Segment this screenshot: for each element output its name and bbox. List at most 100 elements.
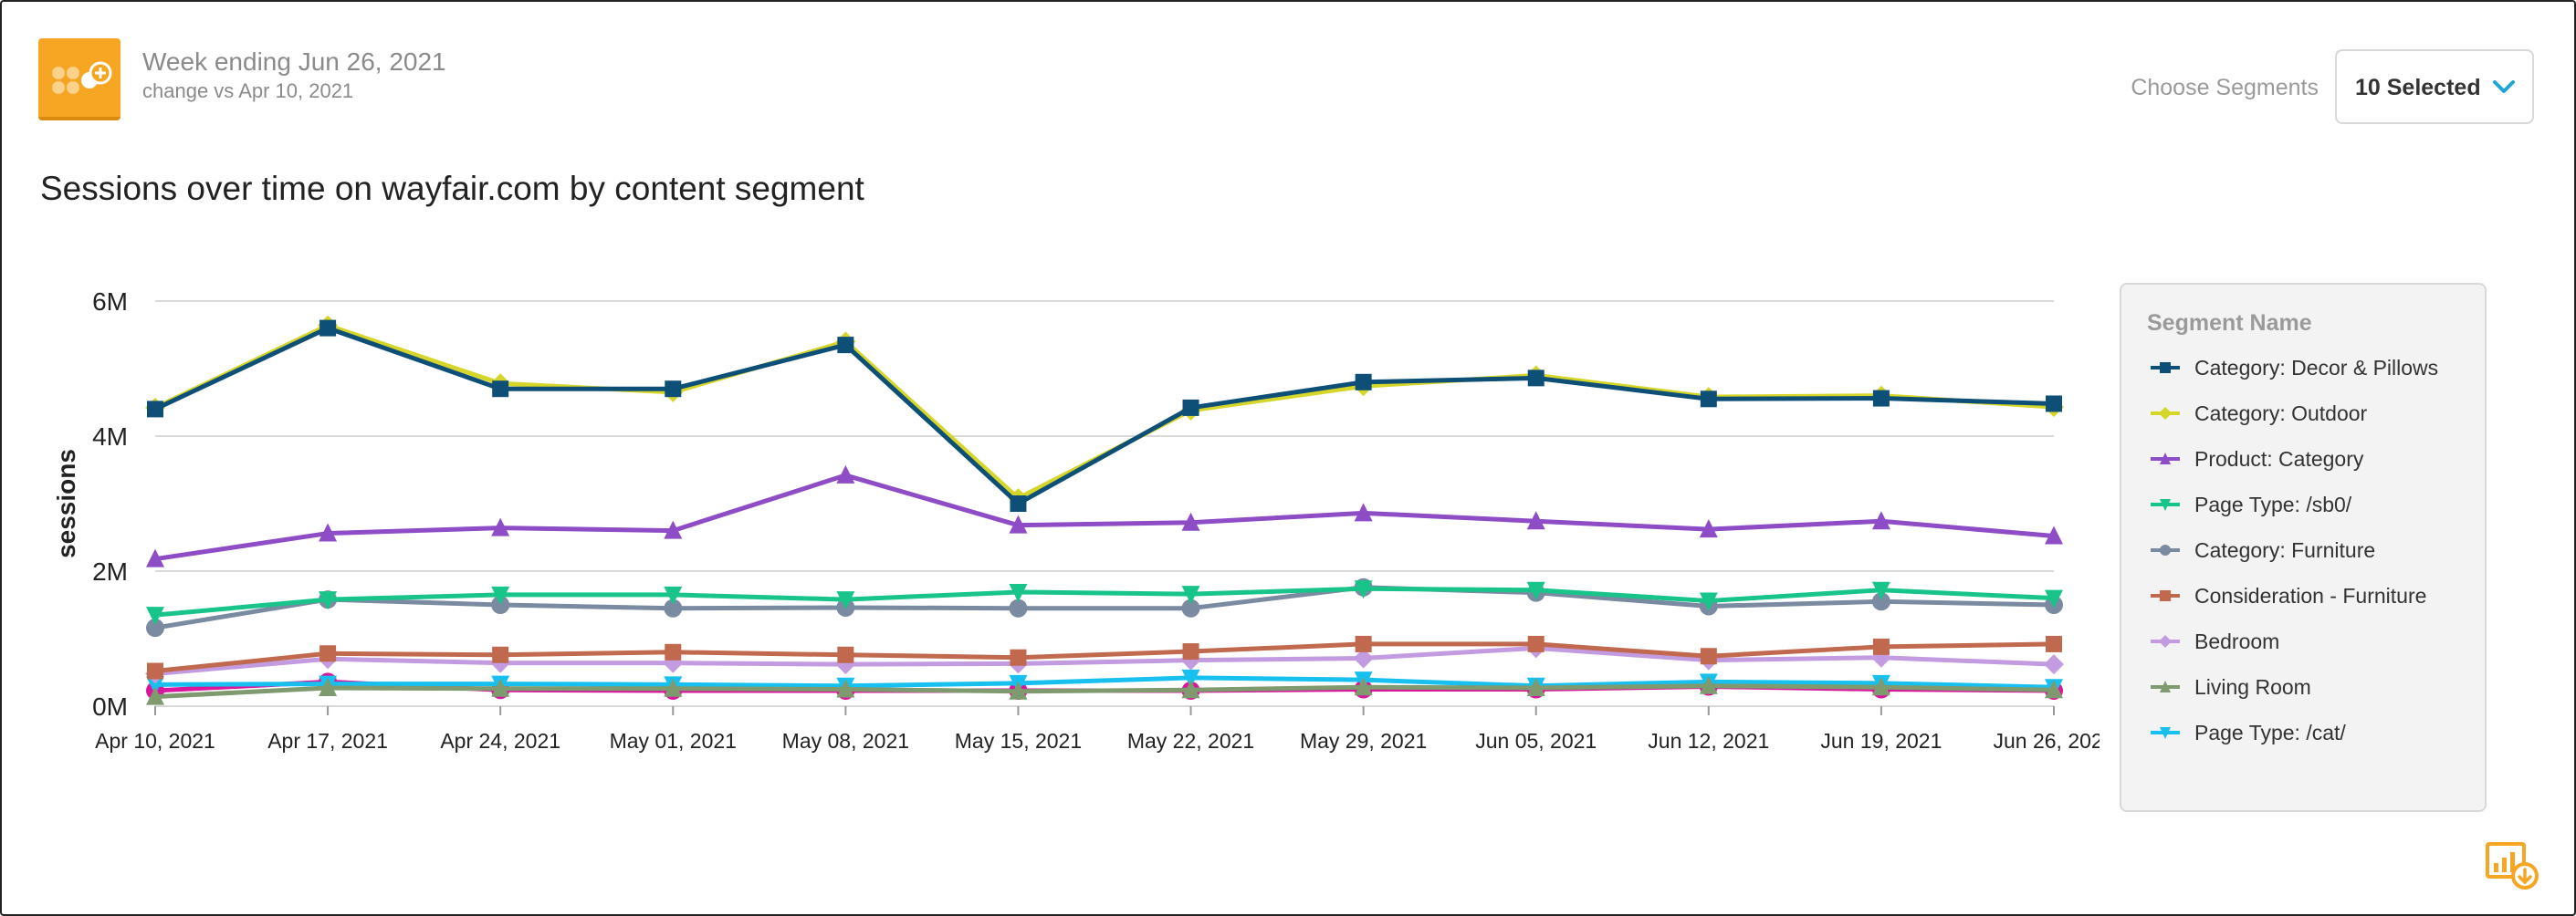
data-point	[146, 548, 164, 567]
data-point	[1181, 586, 1200, 605]
segments-dropdown-value: 10 Selected	[2355, 75, 2481, 100]
data-point	[836, 464, 855, 484]
data-point	[146, 686, 164, 705]
legend-item-label: Page Type: /cat/	[2194, 720, 2346, 744]
series-line	[152, 683, 2057, 700]
data-point	[1182, 643, 1199, 661]
data-point	[1354, 503, 1373, 522]
legend-item[interactable]: Category: Furniture	[2149, 535, 2375, 566]
legend-item-label: Category: Outdoor	[2194, 401, 2368, 425]
data-point	[1182, 399, 1199, 416]
legend-swatch-marker	[2160, 362, 2171, 373]
x-tick-label: Apr 17, 2021	[267, 729, 388, 753]
data-point	[664, 599, 683, 618]
data-point	[1009, 681, 1028, 700]
y-axis-label: sessions	[52, 449, 80, 558]
x-tick-label: Jun 26, 2021	[1993, 729, 2100, 753]
data-point	[1872, 390, 1890, 407]
data-point	[491, 678, 510, 697]
data-point	[492, 646, 509, 663]
legend-item-label: Consideration - Furniture	[2194, 583, 2427, 608]
data-point	[1527, 370, 1545, 387]
data-point	[2045, 680, 2063, 699]
legend-swatch-icon	[2151, 362, 2180, 373]
data-point	[2046, 635, 2062, 652]
data-point	[319, 678, 338, 697]
week-ending-title: Week ending Jun 26, 2021	[142, 47, 446, 76]
data-point	[319, 591, 338, 610]
data-point	[1009, 599, 1028, 618]
y-tick-label: 0M	[92, 692, 128, 721]
chart-export-icon[interactable]	[2485, 841, 2539, 890]
data-point	[146, 676, 164, 695]
y-tick-label: 2M	[92, 557, 128, 586]
data-point	[1009, 515, 1028, 534]
data-point	[1699, 592, 1718, 611]
data-point	[665, 380, 682, 398]
legend-item[interactable]: Bedroom	[2149, 626, 2279, 657]
data-point	[664, 520, 683, 539]
series-line	[152, 585, 2057, 630]
data-point	[1354, 580, 1373, 599]
series-3	[146, 580, 2063, 626]
series-1	[145, 315, 2064, 509]
x-tick-label: Jun 19, 2021	[1820, 729, 1942, 753]
legend-item-label: Page Type: /sb0/	[2194, 492, 2352, 516]
data-point	[1871, 581, 1890, 600]
series-4	[146, 578, 2063, 638]
data-point	[837, 646, 854, 663]
legend-swatch-marker	[2160, 727, 2171, 739]
segments-dropdown[interactable]: 10 Selected	[2335, 49, 2534, 124]
series-2	[146, 464, 2063, 567]
data-point	[1699, 519, 1718, 538]
legend-item[interactable]: Product: Category	[2149, 443, 2363, 474]
line-chart: 0M 2M 4M 6M Apr 10, 2021 Apr 17, 2021 Apr 24, …	[52, 287, 2100, 753]
data-point	[491, 596, 510, 614]
series-line	[152, 675, 2057, 690]
x-tick-label: Jun 12, 2021	[1648, 729, 1769, 753]
data-point	[2045, 589, 2063, 609]
data-point	[664, 586, 683, 605]
data-point	[1353, 648, 1374, 669]
data-point	[1871, 592, 1890, 611]
legend-item-label: Category: Furniture	[2194, 537, 2376, 562]
legend-item[interactable]: Living Room	[2149, 671, 2311, 703]
legend-item-label: Product: Category	[2194, 446, 2364, 471]
data-point	[1527, 635, 1545, 652]
data-point	[2044, 654, 2064, 675]
chart-title: Sessions over time on wayfair.com by con…	[40, 170, 864, 207]
data-point	[1181, 599, 1200, 618]
choose-segments-label: Choose Segments	[2131, 75, 2319, 100]
legend-swatch-marker	[2159, 407, 2172, 420]
legend-item[interactable]: Category: Decor & Pillows	[2149, 352, 2438, 383]
legend-item[interactable]: Category: Outdoor	[2149, 398, 2367, 429]
data-point	[1526, 678, 1545, 697]
legend-swatch-marker	[2159, 635, 2172, 648]
data-point	[1871, 677, 1890, 696]
legend: Segment Name Category: Decor & Pillows Ca…	[2120, 283, 2487, 812]
legend-item[interactable]: Page Type: /sb0/	[2149, 489, 2351, 520]
legend-item[interactable]: Page Type: /cat/	[2149, 717, 2346, 748]
series-line	[152, 645, 2057, 676]
data-point	[1526, 511, 1545, 530]
legend-swatch-icon	[2151, 681, 2180, 692]
data-point	[1872, 638, 1890, 655]
series-line	[152, 473, 2057, 562]
legend-swatch-icon	[2151, 727, 2180, 739]
x-tick-label: May 29, 2021	[1300, 729, 1427, 753]
legend-swatch-marker	[2160, 453, 2171, 464]
data-point	[147, 401, 163, 418]
data-point	[492, 380, 509, 398]
series-0	[147, 319, 2062, 512]
data-point	[147, 662, 163, 680]
data-point	[1354, 677, 1373, 696]
legend-item[interactable]: Consideration - Furniture	[2149, 580, 2426, 611]
legend-item-label: Bedroom	[2194, 629, 2280, 653]
data-point	[836, 679, 855, 698]
legend-swatch-marker	[2160, 590, 2171, 601]
data-point	[1700, 390, 1717, 408]
comparison-subtitle: change vs Apr 10, 2021	[142, 79, 354, 102]
x-tick-label: May 15, 2021	[955, 729, 1082, 753]
data-point	[1010, 495, 1027, 512]
data-point	[1181, 669, 1200, 688]
